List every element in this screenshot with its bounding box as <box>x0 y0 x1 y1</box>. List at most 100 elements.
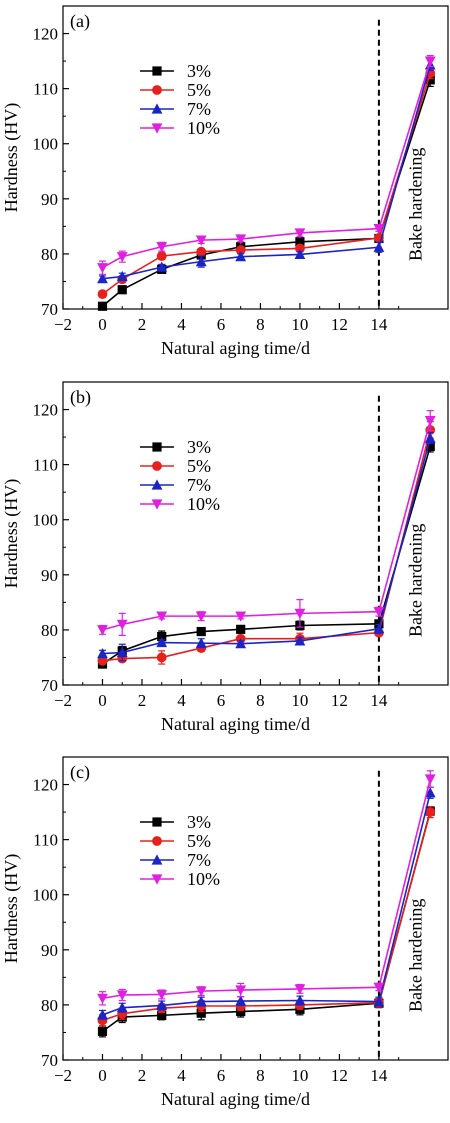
data-point <box>97 1026 108 1036</box>
data-point <box>235 611 247 622</box>
data-point <box>116 252 128 263</box>
data-point <box>424 56 436 67</box>
data-point <box>425 807 436 817</box>
data-point <box>195 637 207 648</box>
data-point <box>97 273 108 284</box>
data-point <box>156 242 168 253</box>
series-line-3pct <box>102 446 431 665</box>
legend-label: 5% <box>187 456 211 476</box>
bake-hardening-annotation: Bake hardening <box>405 148 425 261</box>
data-point <box>295 237 305 247</box>
x-tick-label: 10 <box>291 1066 308 1085</box>
data-point <box>196 626 206 637</box>
data-point <box>235 985 247 996</box>
data-point <box>195 256 207 267</box>
data-point <box>117 285 127 295</box>
y-tick-label: 100 <box>33 886 59 905</box>
x-tick-label: 2 <box>138 315 147 334</box>
data-point <box>424 432 436 443</box>
data-point <box>97 263 108 274</box>
panel-label: (c) <box>70 762 90 783</box>
legend-label: 3% <box>187 812 211 832</box>
data-point <box>156 999 168 1011</box>
data-point <box>295 243 305 254</box>
y-tick-label: 70 <box>41 676 58 695</box>
plot-frame <box>62 756 449 1061</box>
x-tick-label: 10 <box>291 691 308 710</box>
data-point <box>195 235 207 246</box>
y-tick-label: 110 <box>33 456 58 475</box>
series-line-3pct <box>101 79 431 307</box>
data-point <box>196 1008 206 1018</box>
data-point <box>235 245 246 255</box>
legend-marker <box>152 817 162 827</box>
data-point <box>116 1002 128 1013</box>
data-point <box>425 441 435 452</box>
legend-label: 10% <box>187 869 220 889</box>
data-point <box>236 624 246 634</box>
x-tick-label: 2 <box>138 1066 147 1085</box>
series-line-7pct <box>102 792 432 1016</box>
data-point <box>156 652 167 663</box>
legend-label: 7% <box>187 850 211 870</box>
legend-label: 7% <box>187 99 211 119</box>
data-point <box>156 636 168 648</box>
series-line-3pct <box>102 810 432 1033</box>
data-point <box>294 228 306 239</box>
data-point <box>294 984 306 995</box>
data-point <box>97 993 108 1004</box>
legend-label: 7% <box>187 475 211 495</box>
legend-marker <box>151 479 163 490</box>
data-point <box>157 631 167 642</box>
y-axis-label: Hardness (HV) <box>1 479 22 588</box>
data-point <box>157 1010 167 1020</box>
data-point <box>116 990 128 1001</box>
data-point <box>424 415 436 427</box>
x-axis-label: Natural aging time/d <box>161 714 310 734</box>
legend-marker <box>151 123 163 134</box>
series-line-10pct <box>102 60 431 269</box>
data-point <box>235 251 247 262</box>
data-point <box>195 986 207 997</box>
chart-svg-b: −2 0 2 4 6 8 10 12 14 70 80 90 100 110 120 Natural agin… <box>1 381 449 734</box>
data-point <box>97 655 108 666</box>
legend-marker <box>151 499 163 510</box>
x-tick-label: 6 <box>217 691 226 710</box>
x-tick-label: −2 <box>54 691 72 710</box>
legend-marker <box>151 103 163 114</box>
data-point <box>425 75 435 85</box>
data-point <box>196 246 207 257</box>
y-tick-label: 120 <box>33 25 59 44</box>
data-point <box>236 1006 246 1017</box>
x-tick-label: 4 <box>177 691 186 710</box>
data-point <box>373 223 385 235</box>
y-tick-label: 80 <box>41 245 58 264</box>
series-line-10pct <box>102 778 432 1000</box>
legend-marker <box>152 66 162 76</box>
data-point <box>195 611 207 622</box>
y-tick-label: 90 <box>41 941 58 960</box>
x-tick-label: 12 <box>331 691 348 710</box>
data-point <box>156 261 168 272</box>
legend-label: 5% <box>187 80 211 100</box>
x-tick-label: 12 <box>331 315 348 334</box>
x-tick-label: 8 <box>256 1066 265 1085</box>
data-point <box>195 996 207 1007</box>
legend-marker <box>152 836 162 846</box>
x-tick-label: 12 <box>331 1066 348 1085</box>
y-axis-label: Hardness (HV) <box>1 103 22 212</box>
x-tick-label: 6 <box>217 1066 226 1085</box>
data-point <box>235 995 247 1006</box>
series-line-5pct <box>102 811 432 1022</box>
chart-svg-c: −2 0 2 4 6 8 10 12 14 70 80 90 100 110 120 Natural agin… <box>1 756 449 1109</box>
data-point <box>235 234 247 245</box>
x-tick-label: 8 <box>256 315 265 334</box>
data-point <box>294 635 306 646</box>
data-point <box>156 989 168 1001</box>
data-point <box>424 787 436 798</box>
x-axis-label: Natural aging time/d <box>161 338 310 358</box>
x-tick-label: 2 <box>138 691 147 710</box>
x-tick-label: −2 <box>54 1066 72 1085</box>
data-point <box>373 607 385 618</box>
data-point <box>116 270 128 282</box>
